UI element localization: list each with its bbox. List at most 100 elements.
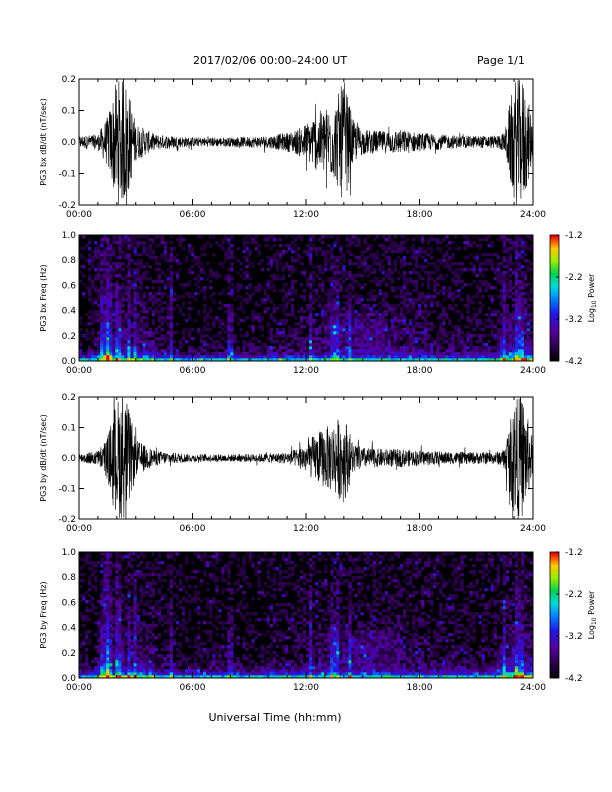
heatmap-cell [121, 286, 125, 290]
heatmap-cell [133, 597, 137, 601]
heatmap-cell [169, 669, 174, 673]
heatmap-cell [127, 274, 131, 278]
heatmap-cell [142, 271, 146, 275]
heatmap-cell [318, 325, 322, 329]
heatmap-cell [463, 343, 467, 347]
heatmap-cell [318, 331, 322, 335]
heatmap-cell [218, 358, 222, 362]
heatmap-cell [472, 346, 476, 350]
heatmap-cell [387, 340, 392, 344]
heatmap-cell [327, 304, 331, 308]
heatmap-cell [85, 606, 89, 610]
heatmap-cell [351, 316, 355, 320]
heatmap-cell [190, 654, 195, 658]
heatmap-cell [148, 660, 152, 664]
heatmap-cell [520, 301, 525, 305]
heatmap-cell [142, 355, 146, 359]
heatmap-cell [309, 349, 313, 353]
heatmap-cell [118, 600, 122, 604]
heatmap-cell [517, 334, 522, 338]
heatmap-cell [109, 256, 113, 260]
heatmap-cell [348, 238, 352, 242]
heatmap-cell [118, 666, 122, 670]
heatmap-cell [133, 328, 137, 332]
heatmap-cell [330, 292, 334, 296]
heatmap-cell [281, 355, 286, 359]
heatmap-cell [475, 322, 479, 326]
heatmap-cell [463, 268, 467, 272]
heatmap-cell [333, 274, 337, 278]
heatmap-cell [360, 322, 364, 326]
heatmap-cell [330, 262, 334, 266]
heatmap-cell [454, 349, 458, 353]
heatmap-cell [187, 334, 192, 338]
heatmap-cell [275, 328, 280, 332]
heatmap-cell [227, 340, 231, 344]
heatmap-cell [133, 289, 137, 293]
heatmap-cell [375, 256, 379, 260]
heatmap-cell [508, 358, 513, 362]
heatmap-cell [408, 334, 413, 338]
heatmap-cell [345, 286, 349, 290]
heatmap-cell [194, 570, 198, 574]
heatmap-cell [442, 358, 446, 362]
heatmap-cell [324, 325, 328, 329]
heatmap-cell [169, 615, 174, 619]
heatmap-cell [209, 316, 213, 320]
heatmap-cell [309, 334, 313, 338]
heatmap-cell [381, 343, 385, 347]
colorbar-segment [550, 270, 559, 274]
heatmap-cell [106, 594, 110, 598]
heatmap-cell [91, 316, 95, 320]
heatmap-cell [526, 295, 531, 299]
heatmap-cell [399, 286, 404, 290]
heatmap-cell [85, 642, 89, 646]
heatmap-cell [487, 283, 491, 287]
heatmap-cell [363, 304, 367, 308]
heatmap-cell [330, 304, 334, 308]
heatmap-cell [321, 346, 325, 350]
heatmap-cell [136, 322, 140, 326]
heatmap-cell [487, 316, 491, 320]
heatmap-cell [239, 295, 243, 299]
heatmap-cell [97, 672, 101, 676]
y-axis-label: PG3 by dB/dt (nT/sec) [39, 414, 48, 501]
heatmap-cell [399, 337, 404, 341]
heatmap-cell [242, 334, 246, 338]
heatmap-cell [451, 307, 455, 311]
heatmap-cell [302, 310, 307, 314]
heatmap-cell [484, 358, 488, 362]
heatmap-cell [378, 262, 382, 266]
heatmap-cell [142, 304, 146, 308]
heatmap-cell [324, 268, 328, 272]
heatmap-cell [181, 331, 186, 335]
heatmap-cell [381, 304, 385, 308]
heatmap-cell [118, 624, 122, 628]
heatmap-cell [97, 627, 101, 631]
heatmap-cell [82, 639, 86, 643]
heatmap-cell [287, 301, 292, 305]
heatmap-cell [511, 328, 516, 332]
heatmap-cell [324, 310, 328, 314]
heatmap-cell [233, 340, 237, 344]
heatmap-cell [145, 582, 149, 586]
heatmap-cell [354, 310, 358, 314]
heatmap-cell [293, 268, 298, 272]
colorbar-segment [550, 293, 559, 297]
heatmap-cell [417, 349, 422, 353]
heatmap-cell [100, 639, 104, 643]
heatmap-cell [124, 672, 128, 676]
heatmap-cell [184, 283, 189, 287]
heatmap-cell [324, 337, 328, 341]
heatmap-cell [272, 346, 277, 350]
heatmap-cell [439, 241, 443, 245]
heatmap-cell [157, 588, 162, 592]
heatmap-cell [508, 343, 513, 347]
heatmap-cell [166, 313, 171, 317]
heatmap-cell [224, 325, 228, 329]
heatmap-cell [139, 262, 143, 266]
heatmap-cell [130, 310, 134, 314]
heatmap-cell [103, 265, 107, 269]
heatmap-cell [505, 334, 510, 338]
heatmap-cell [339, 262, 343, 266]
